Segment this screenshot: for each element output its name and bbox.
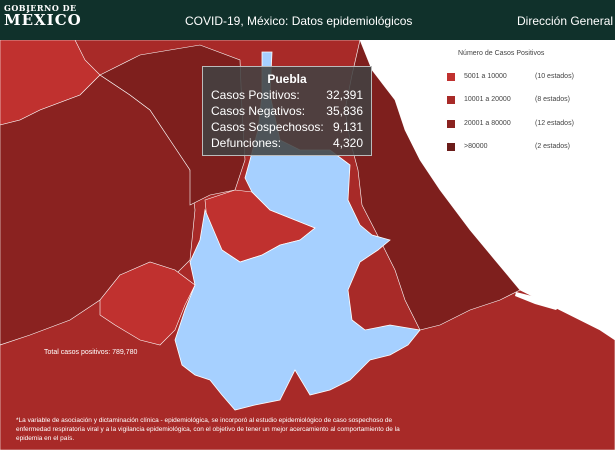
legend-range: 20001 a 80000	[464, 120, 511, 127]
tooltip-label: Casos Sospechosos:	[211, 120, 324, 134]
tooltip-value: 32,391	[326, 88, 363, 102]
tooltip-row: Casos Sospechosos: 9,131	[211, 120, 363, 135]
tooltip-label: Casos Negativos:	[211, 104, 306, 118]
page-title: COVID-19, México: Datos epidemiológicos	[185, 14, 413, 28]
logo-main-text: MÉXICO	[4, 11, 82, 29]
map-lake-icon	[515, 292, 560, 310]
total-positive-cases: Total casos positivos: 789,780	[44, 349, 138, 356]
state-tooltip: Puebla Casos Positivos: 32,391 Casos Neg…	[202, 66, 372, 156]
legend-swatch	[447, 143, 455, 151]
footnote: *La variable de asociación y dictaminaci…	[16, 417, 400, 442]
tooltip-label: Casos Positivos:	[211, 88, 300, 102]
legend-count: (2 estados)	[535, 143, 571, 150]
gobierno-logo[interactable]: GOBIERNO DE MÉXICO	[4, 4, 82, 28]
tooltip-state-name: Puebla	[267, 72, 307, 86]
legend-swatch	[447, 73, 455, 81]
agency-link[interactable]: Dirección General de Epidemiología	[517, 14, 615, 28]
legend-swatch	[447, 96, 455, 104]
legend-count: (10 estados)	[535, 73, 574, 80]
legend-swatch	[447, 120, 455, 128]
legend-count: (12 estados)	[535, 120, 574, 127]
tooltip-row: Casos Positivos: 32,391	[211, 88, 363, 103]
tooltip-row: Casos Negativos: 35,836	[211, 104, 363, 119]
tooltip-value: 9,131	[332, 120, 363, 134]
state-region-puebla-selected[interactable]	[174, 51, 421, 411]
legend-range: 10001 a 20000	[464, 96, 511, 103]
state-region-guerrero[interactable]	[99, 261, 196, 346]
legend-range: 5001 a 10000	[464, 73, 507, 80]
tooltip-value: 35,836	[326, 104, 363, 118]
tooltip-value: 4,320	[332, 136, 363, 150]
tooltip-row: Defunciones: 4,320	[211, 136, 363, 151]
legend-title: Número de Casos Positivos	[458, 50, 545, 57]
tooltip-label: Defunciones:	[211, 136, 282, 150]
logo-top-text: GOBIERNO DE	[4, 3, 77, 13]
legend-count: (8 estados)	[535, 96, 571, 103]
header-bar: GOBIERNO DE MÉXICO COVID-19, México: Dat…	[0, 0, 615, 40]
legend-range: >80000	[464, 143, 488, 150]
